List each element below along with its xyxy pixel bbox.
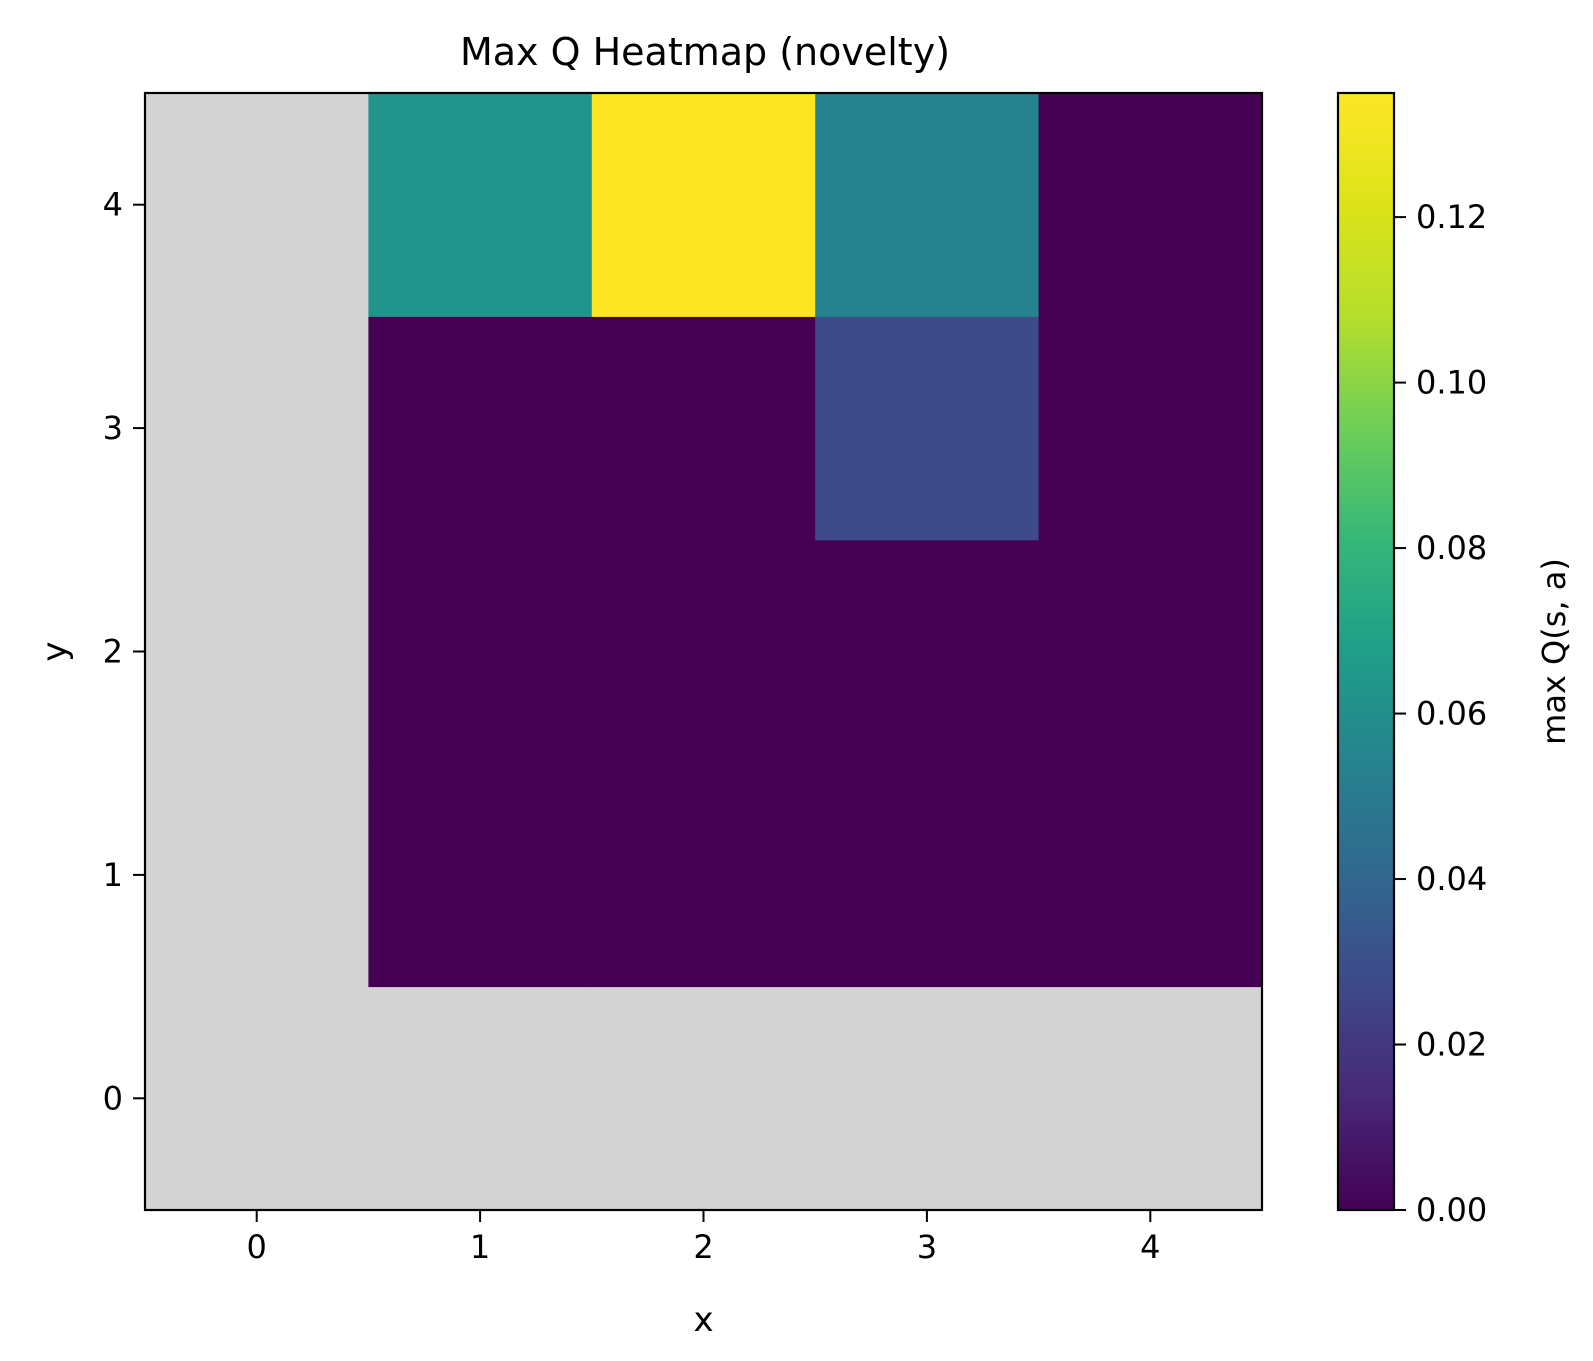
x-tick-label: 3 bbox=[917, 1228, 937, 1266]
colorbar-tick-label: 0.06 bbox=[1416, 695, 1487, 733]
heatmap-cell-x3-y3 bbox=[815, 316, 1040, 541]
heatmap-cell-x3-y4 bbox=[815, 93, 1040, 317]
heatmap-cell-x0-y1 bbox=[145, 763, 369, 988]
heatmap-cell-x3-y1 bbox=[815, 763, 1040, 988]
heatmap-cell-x1-y3 bbox=[368, 316, 593, 541]
colorbar-tick-label: 0.02 bbox=[1416, 1026, 1487, 1064]
heatmap-cell-x0-y4 bbox=[145, 93, 369, 317]
heatmap-cell-x1-y2 bbox=[368, 539, 593, 764]
heatmap-cell-x0-y0 bbox=[145, 986, 369, 1211]
y-tick-label: 4 bbox=[103, 186, 123, 224]
heatmap-cell-x0-y3 bbox=[145, 316, 369, 541]
x-tick-label: 4 bbox=[1140, 1228, 1160, 1266]
heatmap-cell-x4-y2 bbox=[1038, 539, 1263, 764]
chart-title: Max Q Heatmap (novelty) bbox=[460, 30, 950, 74]
heatmap-cell-x4-y3 bbox=[1038, 316, 1263, 541]
heatmap-cell-x2-y4 bbox=[591, 93, 816, 317]
heatmap-cell-x4-y4 bbox=[1038, 93, 1263, 317]
x-tick-label: 1 bbox=[470, 1228, 490, 1266]
colorbar-tick-label: 0.04 bbox=[1416, 860, 1487, 898]
heatmap-cell-x0-y2 bbox=[145, 539, 369, 764]
x-axis-ticks: 0 1 2 3 4 bbox=[247, 1210, 1160, 1266]
heatmap-cell-x1-y4 bbox=[368, 93, 593, 317]
y-tick-label: 2 bbox=[103, 633, 123, 671]
y-axis-ticks: 0 1 2 3 4 bbox=[103, 186, 145, 1117]
x-tick-label: 0 bbox=[247, 1228, 267, 1266]
heatmap-cell-x1-y0 bbox=[368, 986, 593, 1211]
heatmap-cell-x4-y1 bbox=[1038, 763, 1263, 988]
colorbar bbox=[1336, 91, 1396, 1212]
y-axis-label: y bbox=[35, 641, 75, 661]
heatmap-cell-x3-y2 bbox=[815, 539, 1040, 764]
heatmap-cell-x4-y0 bbox=[1038, 986, 1263, 1211]
heatmap-cell-x3-y0 bbox=[815, 986, 1040, 1211]
colorbar-tick-label: 0.08 bbox=[1416, 529, 1487, 567]
y-tick-label: 3 bbox=[103, 409, 123, 447]
x-tick-label: 2 bbox=[693, 1228, 713, 1266]
colorbar-tick-label: 0.12 bbox=[1416, 198, 1487, 236]
colorbar-label: max Q(s, a) bbox=[1535, 558, 1573, 745]
y-tick-label: 0 bbox=[103, 1079, 123, 1117]
heatmap-cell-x2-y1 bbox=[591, 763, 816, 988]
plot-frame bbox=[143, 91, 1264, 1212]
y-tick-label: 1 bbox=[103, 856, 123, 894]
heatmap-cell-x2-y0 bbox=[591, 986, 816, 1211]
colorbar-ticks: 0.00 0.02 0.04 0.06 0.08 0.10 0.12 bbox=[1394, 198, 1487, 1229]
heatmap-cell-x2-y3 bbox=[591, 316, 816, 541]
colorbar-tick-label: 0.00 bbox=[1416, 1191, 1487, 1229]
x-axis-label: x bbox=[693, 1300, 713, 1340]
colorbar-tick-label: 0.10 bbox=[1416, 364, 1487, 402]
heatmap-cells bbox=[145, 93, 1263, 1211]
heatmap-cell-x1-y1 bbox=[368, 763, 593, 988]
heatmap-cell-x2-y2 bbox=[591, 539, 816, 764]
